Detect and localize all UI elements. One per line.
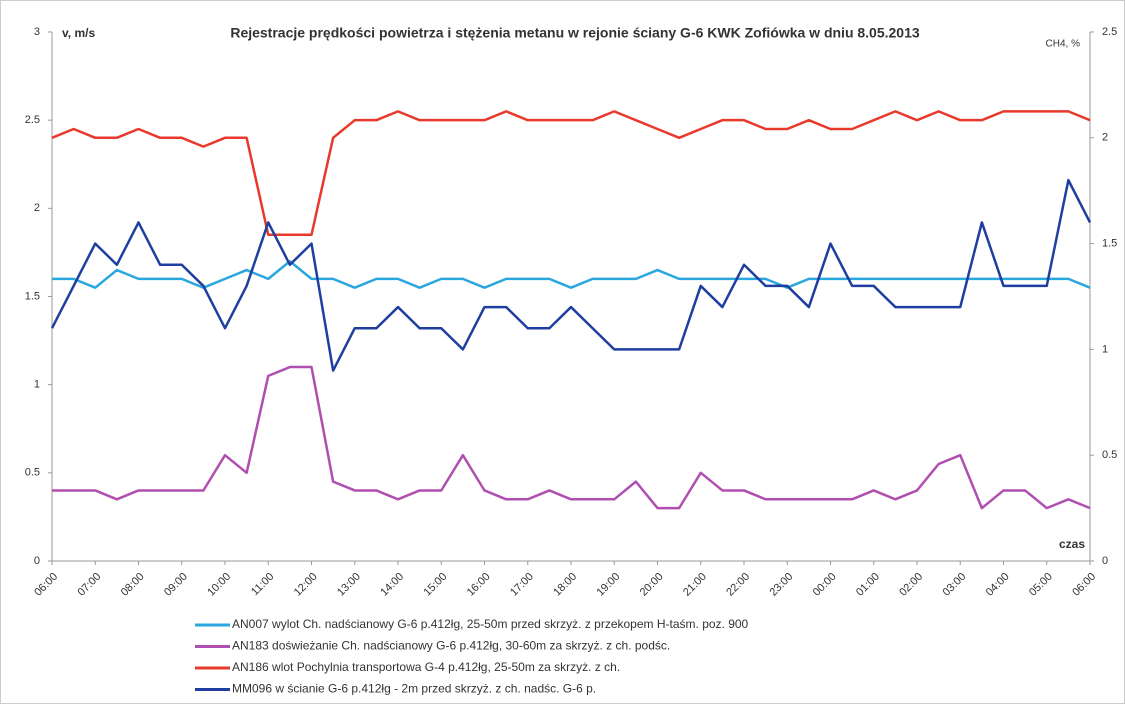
y-tick-label: 0.5	[25, 467, 40, 479]
series-line	[52, 259, 1091, 289]
y2-tick-label: 2.5	[1102, 26, 1117, 38]
y-axis-label: v, m/s	[62, 26, 95, 40]
series-line	[50, 178, 1092, 372]
legend-label: AN007 wylot Ch. nadścianowy G-6 p.412łg,…	[232, 617, 749, 631]
y2-tick-label: 2	[1102, 132, 1108, 144]
legend-label: AN186 wlot Pochylnia transportowa G-4 p.…	[232, 660, 620, 674]
y-tick-label: 0	[34, 555, 40, 567]
chart-title: Rejestracje prędkości powietrza i stężen…	[230, 25, 920, 41]
y2-axis-label: CH4, %	[1046, 39, 1081, 50]
legend-label: MM096 w ścianie G-6 p.412łg - 2m przed s…	[232, 682, 596, 696]
y2-tick-label: 1	[1102, 343, 1108, 355]
series-line	[51, 110, 1091, 237]
y-tick-label: 1.5	[25, 290, 40, 302]
y-tick-label: 2	[34, 202, 40, 214]
y-tick-label: 1	[34, 379, 40, 391]
y2-tick-label: 0	[1102, 555, 1108, 567]
y2-tick-label: 0.5	[1102, 449, 1117, 461]
y2-tick-label: 1.5	[1102, 238, 1117, 250]
y-tick-label: 2.5	[25, 114, 40, 126]
y-tick-label: 3	[34, 26, 40, 38]
x-axis-label: czas	[1059, 537, 1085, 551]
series-line	[52, 365, 1091, 510]
legend-label: AN183 doświeżanie Ch. nadścianowy G-6 p.…	[232, 639, 670, 653]
